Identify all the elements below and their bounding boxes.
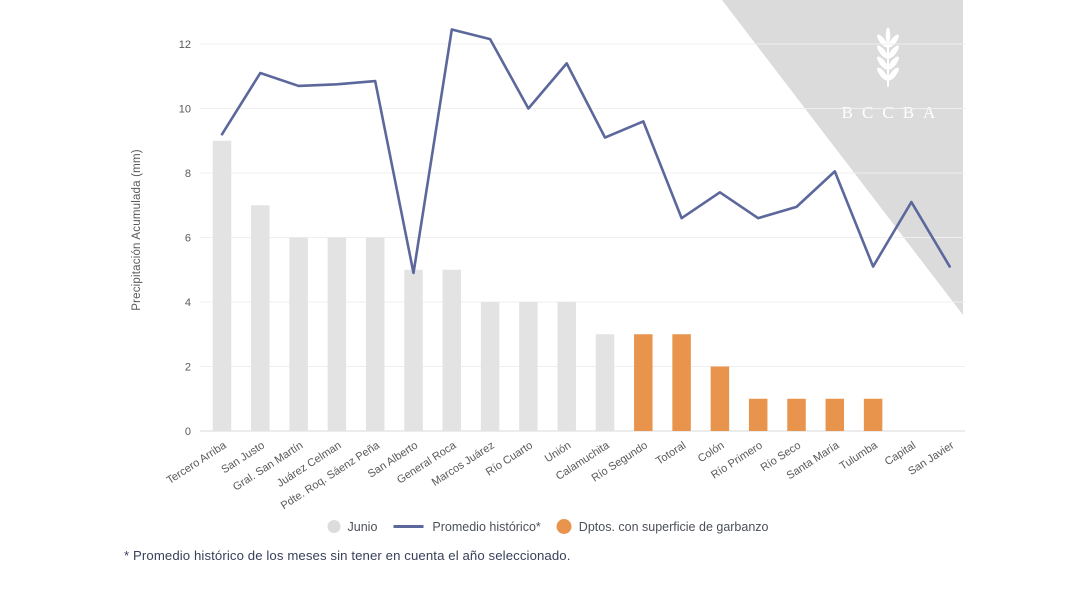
x-label-totoral: Totoral xyxy=(654,439,688,467)
legend-line-swatch xyxy=(393,525,424,528)
bar-juarez-celman[interactable] xyxy=(327,237,347,432)
bar-tulumba[interactable] xyxy=(863,398,883,431)
y-tick-4: 4 xyxy=(185,297,191,309)
y-tick-8: 8 xyxy=(185,168,191,180)
y-axis-title: Precipitación Acumulada (mm) xyxy=(131,149,143,311)
bar-union[interactable] xyxy=(557,302,576,431)
bar-san-alberto[interactable] xyxy=(404,269,423,431)
y-tick-6: 6 xyxy=(185,233,191,245)
legend-garbanzo-label: Dptos. con superficie de garbanzo xyxy=(578,519,769,534)
bar-calamuchita[interactable] xyxy=(595,334,615,431)
footnote: * Promedio histórico de los meses sin te… xyxy=(124,548,571,563)
y-tick-2: 2 xyxy=(185,362,191,374)
y-tick-10: 10 xyxy=(179,104,191,116)
bar-colon[interactable] xyxy=(710,366,730,432)
x-label-tulumba: Tulumba xyxy=(838,439,881,473)
bar-rio-primero[interactable] xyxy=(748,398,768,431)
bar-marcos-juarez[interactable] xyxy=(480,302,500,431)
promedio-historico-line xyxy=(220,28,952,275)
bar-san-justo[interactable] xyxy=(251,205,270,431)
x-label-union: Unión xyxy=(543,439,574,465)
legend-junio-swatch xyxy=(327,520,341,533)
bar-tercero-arriba[interactable] xyxy=(212,140,232,431)
watermark-banner: BCCBA xyxy=(722,0,963,315)
bar-pdte-roq-saenz-pena[interactable] xyxy=(365,237,385,432)
x-label-colon: Colón xyxy=(696,439,727,465)
legend-item-junio: Junio xyxy=(327,519,378,534)
legend-promedio-historico-label: Promedio histórico* xyxy=(432,519,541,534)
y-tick-0: 0 xyxy=(185,426,191,438)
bar-santa-maria[interactable] xyxy=(825,398,845,431)
watermark-triangle xyxy=(722,0,963,315)
bar-gral-san-martin[interactable] xyxy=(289,237,308,432)
legend: Junio Promedio histórico* Dptos. con sup… xyxy=(327,519,769,534)
bar-rio-seco[interactable] xyxy=(787,398,806,431)
legend-garbanzo-swatch xyxy=(556,519,572,534)
x-label-tercero-arriba: Tercero Arriba xyxy=(165,439,230,487)
bar-totoral[interactable] xyxy=(672,334,691,431)
legend-item-promedio-historico: Promedio histórico* xyxy=(393,519,541,534)
legend-item-garbanzo: Dptos. con superficie de garbanzo xyxy=(556,519,769,534)
y-tick-12: 12 xyxy=(179,39,191,51)
bar-general-roca[interactable] xyxy=(442,269,462,431)
bar-rio-segundo[interactable] xyxy=(634,334,653,431)
watermark-logo-text: BCCBA xyxy=(842,103,945,122)
bar-rio-cuarto[interactable] xyxy=(519,302,538,431)
legend-junio-label: Junio xyxy=(347,519,378,534)
